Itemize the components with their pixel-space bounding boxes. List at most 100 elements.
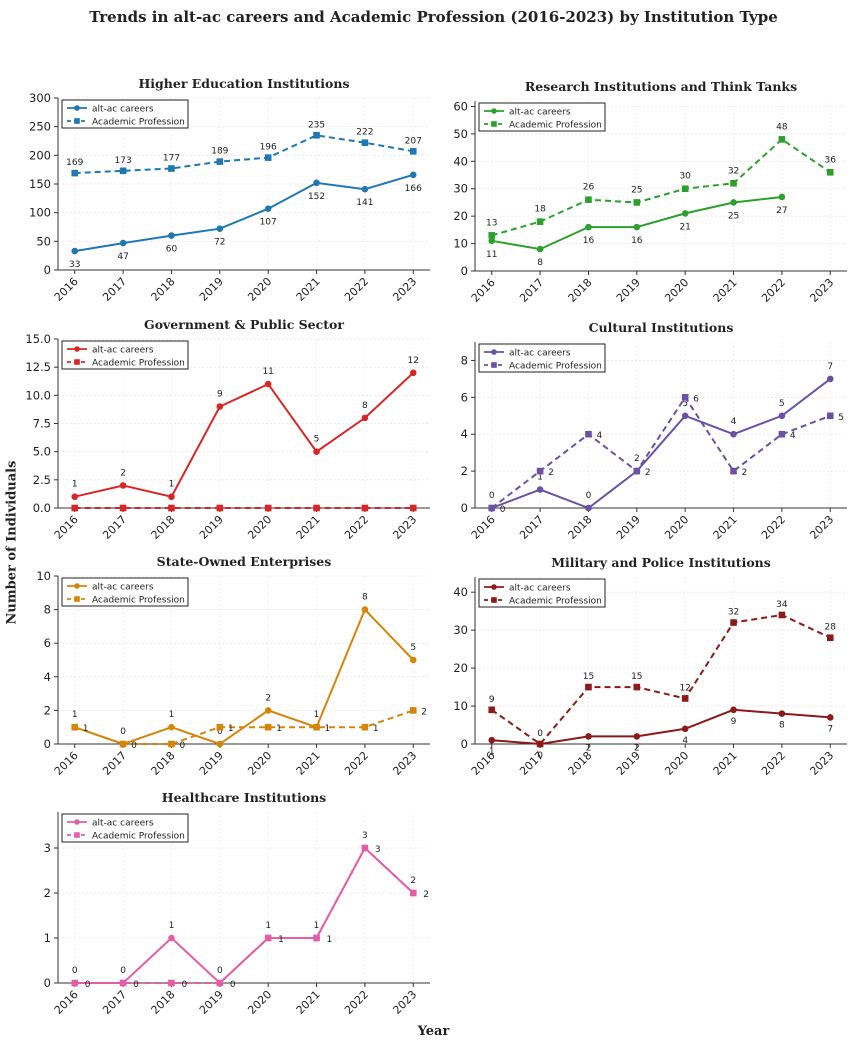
x-tick-label: 2019 xyxy=(197,988,226,1017)
data-point-alt-ac xyxy=(730,430,737,438)
data-point-alt-ac xyxy=(216,740,224,748)
data-label: 1 xyxy=(169,710,175,720)
legend-label: alt-ac careers xyxy=(92,583,154,593)
y-tick-label: 2 xyxy=(461,464,468,478)
y-tick-label: 2.5 xyxy=(33,473,51,487)
data-point-alt-ac xyxy=(536,245,544,253)
legend-label: Academic Profession xyxy=(92,359,185,369)
data-label: 1 xyxy=(228,724,234,734)
x-tick-label: 2020 xyxy=(662,749,691,778)
data-label: 34 xyxy=(776,600,788,610)
data-label: 173 xyxy=(115,156,132,166)
data-point-alt-ac xyxy=(361,606,369,613)
data-label: 0 xyxy=(120,966,126,976)
subplot-title: Healthcare Institutions xyxy=(162,790,326,805)
data-label: 6 xyxy=(693,394,699,404)
x-tick-label: 2022 xyxy=(342,988,371,1017)
legend-label: alt-ac careers xyxy=(509,349,571,359)
data-label: 1 xyxy=(72,710,78,720)
x-tick-label: 2016 xyxy=(52,513,81,542)
x-tick-label: 2021 xyxy=(711,513,740,542)
data-point-academic xyxy=(71,723,79,731)
data-label: 32 xyxy=(728,608,739,618)
data-label: 9 xyxy=(489,695,495,705)
data-label: 0 xyxy=(537,751,543,761)
data-point-alt-ac xyxy=(264,380,272,388)
data-label: 2 xyxy=(423,890,429,900)
data-label: 0 xyxy=(120,727,126,737)
x-tick-label: 2022 xyxy=(759,513,788,542)
legend-marker xyxy=(491,121,497,127)
data-point-alt-ac xyxy=(409,171,417,179)
data-point-academic xyxy=(313,131,320,139)
data-point-academic xyxy=(409,504,417,512)
x-tick-label: 2023 xyxy=(807,749,836,778)
x-tick-label: 2017 xyxy=(100,275,129,304)
data-point-academic xyxy=(313,723,320,731)
data-point-academic xyxy=(216,504,224,512)
data-label: 0 xyxy=(586,491,592,501)
data-point-alt-ac xyxy=(216,225,224,233)
data-label: 8 xyxy=(779,721,785,731)
data-label: 0 xyxy=(217,727,223,737)
x-tick-label: 2021 xyxy=(711,749,740,778)
data-point-academic xyxy=(681,695,689,702)
data-point-alt-ac xyxy=(119,482,127,489)
data-point-alt-ac xyxy=(409,369,417,377)
data-label: 7 xyxy=(827,724,833,734)
data-label: 7 xyxy=(827,362,833,372)
data-label: 222 xyxy=(356,128,373,138)
data-label: 207 xyxy=(405,136,422,146)
data-label: 0 xyxy=(179,741,185,751)
legend-marker xyxy=(491,597,497,603)
x-tick-label: 2016 xyxy=(52,275,81,304)
data-point-academic xyxy=(633,199,641,206)
y-tick-label: 2 xyxy=(44,886,51,900)
legend-marker xyxy=(74,359,80,365)
data-point-alt-ac xyxy=(488,736,496,744)
x-tick-label: 2023 xyxy=(390,513,419,542)
data-label: 169 xyxy=(66,158,83,168)
data-label: 3 xyxy=(375,845,381,855)
y-tick-label: 3 xyxy=(44,841,51,855)
legend-label: Academic Profession xyxy=(509,597,602,607)
y-tick-label: 40 xyxy=(453,154,468,168)
data-label: 15 xyxy=(583,672,594,682)
y-tick-label: 30 xyxy=(453,623,468,637)
y-tick-label: 4 xyxy=(461,427,468,441)
data-label: 16 xyxy=(631,236,643,246)
data-point-alt-ac xyxy=(264,707,272,714)
x-tick-label: 2018 xyxy=(149,749,178,778)
legend: alt-ac careers Academic Profession xyxy=(61,340,189,370)
data-point-academic xyxy=(168,740,175,748)
data-point-academic xyxy=(216,723,224,731)
data-label: 0 xyxy=(537,729,543,739)
data-point-academic xyxy=(168,504,175,512)
y-tick-label: 4 xyxy=(44,670,51,684)
data-point-academic xyxy=(313,504,320,512)
series-line-academic xyxy=(74,846,414,984)
legend-label: Academic Profession xyxy=(509,362,602,372)
data-label: 0 xyxy=(72,966,78,976)
data-point-alt-ac xyxy=(313,448,320,455)
subplot-1: Higher Education Institutions 0 50 100 150 20… xyxy=(29,76,430,304)
data-label: 1 xyxy=(169,480,175,490)
data-point-academic xyxy=(488,706,496,714)
data-point-academic xyxy=(119,504,127,512)
x-tick-label: 2017 xyxy=(100,749,129,778)
data-label: 28 xyxy=(825,623,837,633)
data-point-academic xyxy=(585,683,592,691)
data-label: 12 xyxy=(679,683,690,693)
series-line-alt-ac xyxy=(74,173,414,253)
y-tick-label: 15.0 xyxy=(25,332,51,346)
x-tick-label: 2017 xyxy=(100,988,129,1017)
y-tick-label: 20 xyxy=(453,661,468,675)
data-label: 0 xyxy=(131,741,137,751)
data-label: 30 xyxy=(679,172,691,182)
data-point-alt-ac xyxy=(681,412,689,420)
y-tick-label: 50 xyxy=(36,234,51,248)
series-line-alt-ac xyxy=(74,372,414,498)
data-point-academic xyxy=(730,467,737,475)
legend-label: alt-ac careers xyxy=(509,108,571,118)
